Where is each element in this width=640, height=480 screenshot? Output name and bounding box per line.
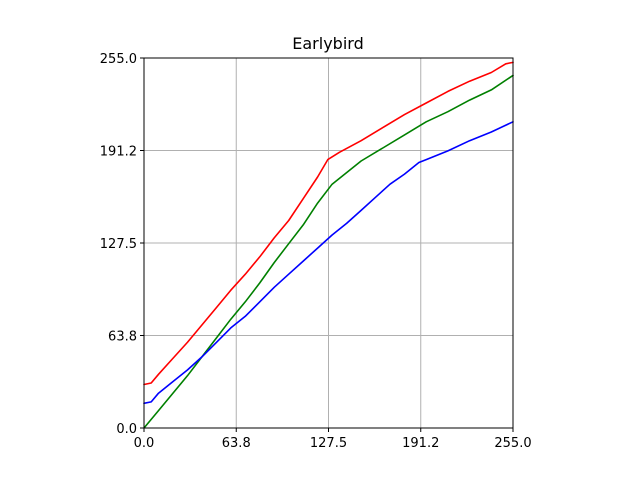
- series-line-2: [143, 74, 514, 429]
- y-tick-label: 191.2: [100, 145, 137, 160]
- y-tick-label: 63.8: [108, 330, 137, 345]
- series-line-1: [143, 61, 514, 386]
- axis-ticks: 0.00.0 63.8 63.8 127.5 127.5 191.2 191.2 255.0 2…: [100, 52, 532, 451]
- series-line-3: [143, 121, 514, 405]
- y-tick-label: 127.5: [100, 237, 137, 252]
- y-tick-label: 255.0: [100, 52, 137, 67]
- x-tick-label: 191.2: [402, 436, 439, 451]
- series-layer: [143, 61, 514, 429]
- x-tick-label: 63.8: [222, 436, 251, 451]
- x-tick-label: 0.0: [134, 436, 155, 451]
- chart-title: Earlybird: [292, 34, 363, 53]
- y-tick-label: 0.0: [116, 422, 137, 437]
- x-tick-label: 127.5: [310, 436, 347, 451]
- x-tick-label: 255.0: [494, 436, 531, 451]
